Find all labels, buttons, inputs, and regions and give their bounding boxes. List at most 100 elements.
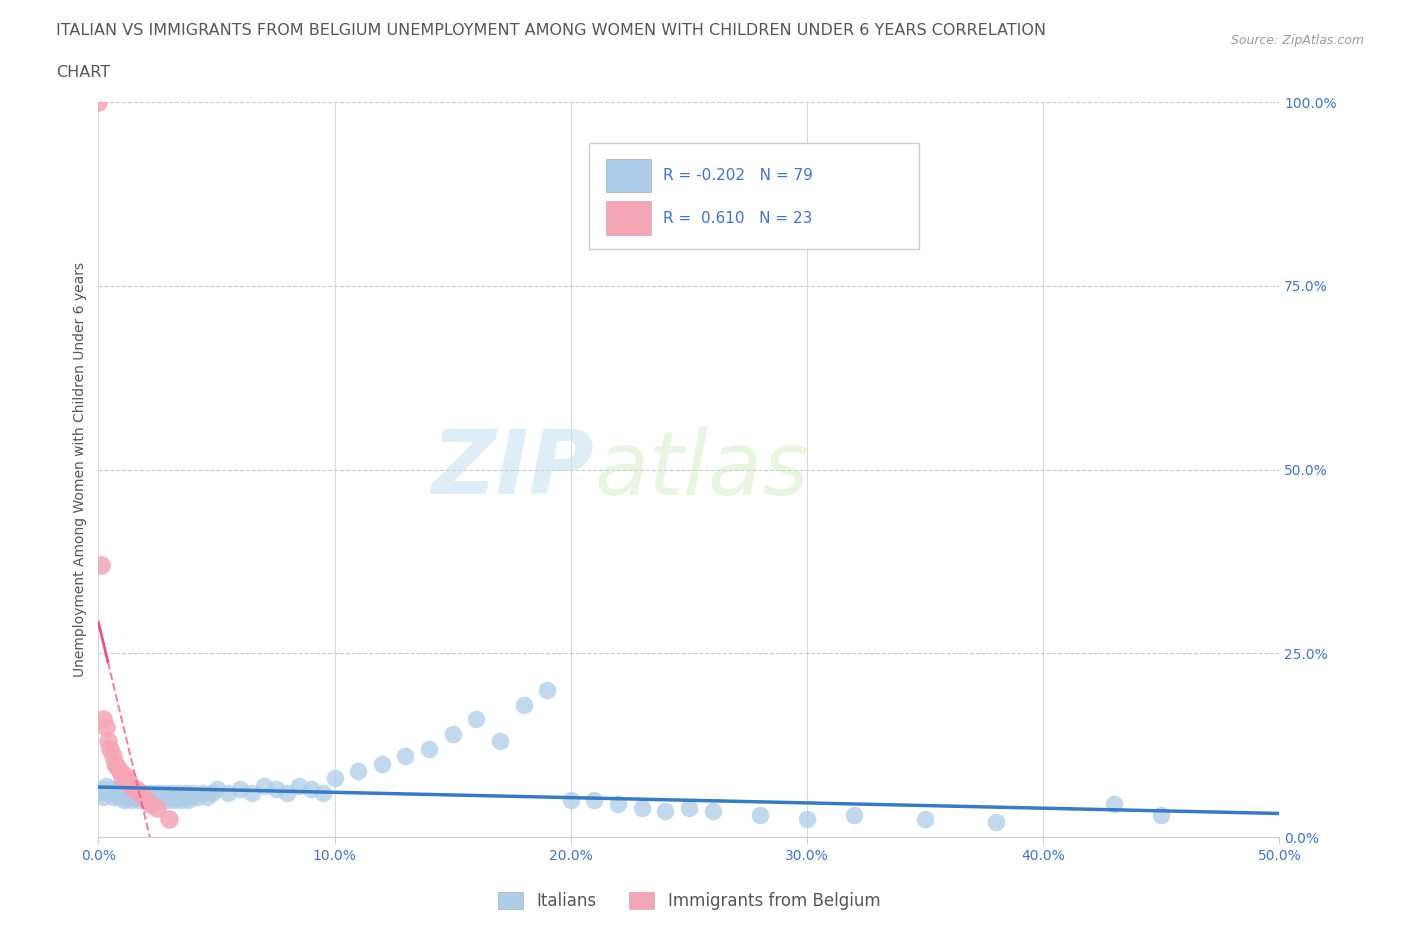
- Point: [418, 741, 440, 756]
- Point: [115, 790, 138, 804]
- Point: [94, 778, 117, 793]
- Point: [115, 771, 138, 786]
- Point: [160, 786, 183, 801]
- Point: [914, 811, 936, 826]
- Point: [394, 749, 416, 764]
- Point: [630, 800, 652, 815]
- Point: [153, 786, 176, 801]
- Point: [253, 778, 276, 793]
- Point: [118, 786, 141, 801]
- Point: [167, 786, 190, 801]
- Point: [229, 782, 252, 797]
- Text: Source: ZipAtlas.com: Source: ZipAtlas.com: [1230, 34, 1364, 47]
- Text: ITALIAN VS IMMIGRANTS FROM BELGIUM UNEMPLOYMENT AMONG WOMEN WITH CHILDREN UNDER : ITALIAN VS IMMIGRANTS FROM BELGIUM UNEMP…: [56, 23, 1046, 38]
- Point: [91, 790, 114, 804]
- Point: [121, 778, 143, 793]
- FancyBboxPatch shape: [606, 202, 651, 234]
- Point: [240, 786, 263, 801]
- Point: [104, 786, 127, 801]
- Point: [132, 786, 155, 801]
- Point: [105, 760, 128, 775]
- Point: [122, 790, 145, 804]
- Point: [163, 792, 186, 807]
- Point: [97, 734, 120, 749]
- Point: [187, 790, 209, 804]
- Point: [347, 764, 370, 778]
- Point: [560, 792, 582, 807]
- Point: [323, 771, 346, 786]
- Point: [98, 741, 121, 756]
- Point: [125, 786, 148, 801]
- Point: [94, 720, 117, 735]
- Point: [108, 764, 131, 778]
- Point: [156, 792, 179, 807]
- Point: [536, 683, 558, 698]
- Point: [217, 786, 239, 801]
- Text: R = -0.202   N = 79: R = -0.202 N = 79: [664, 168, 813, 183]
- Point: [121, 792, 143, 807]
- Point: [201, 786, 224, 801]
- Point: [195, 790, 218, 804]
- Point: [104, 756, 127, 771]
- Point: [157, 790, 180, 804]
- Point: [129, 790, 152, 804]
- Point: [128, 786, 150, 801]
- Point: [139, 796, 162, 811]
- Point: [143, 790, 166, 804]
- Point: [87, 95, 110, 110]
- Point: [165, 790, 187, 804]
- Point: [181, 786, 204, 801]
- Point: [112, 767, 135, 782]
- Point: [112, 792, 135, 807]
- Point: [146, 800, 169, 815]
- Point: [157, 811, 180, 826]
- Point: [172, 790, 194, 804]
- FancyBboxPatch shape: [606, 159, 651, 192]
- Y-axis label: Unemployment Among Women with Children Under 6 years: Unemployment Among Women with Children U…: [73, 262, 87, 677]
- Point: [101, 749, 124, 764]
- Point: [796, 811, 818, 826]
- Point: [489, 734, 512, 749]
- Point: [111, 786, 134, 801]
- Point: [135, 792, 157, 807]
- Text: R =  0.610   N = 23: R = 0.610 N = 23: [664, 211, 813, 226]
- Text: CHART: CHART: [56, 65, 110, 80]
- Text: atlas: atlas: [595, 427, 810, 512]
- Point: [136, 790, 159, 804]
- Point: [191, 786, 214, 801]
- Point: [135, 792, 157, 807]
- Text: ZIP: ZIP: [432, 426, 595, 513]
- Point: [607, 796, 630, 811]
- Point: [1150, 807, 1173, 822]
- Point: [748, 807, 770, 822]
- Point: [128, 792, 150, 807]
- Point: [122, 782, 145, 797]
- Point: [146, 786, 169, 801]
- Point: [139, 786, 162, 801]
- Point: [87, 786, 110, 801]
- Point: [101, 790, 124, 804]
- Point: [98, 782, 121, 797]
- Point: [441, 726, 464, 741]
- Point: [984, 815, 1007, 830]
- Point: [177, 792, 200, 807]
- FancyBboxPatch shape: [589, 142, 920, 249]
- Point: [844, 807, 866, 822]
- Point: [129, 786, 152, 801]
- Point: [142, 792, 165, 807]
- Legend: Italians, Immigrants from Belgium: Italians, Immigrants from Belgium: [491, 885, 887, 917]
- Point: [108, 790, 131, 804]
- Point: [371, 756, 394, 771]
- Point: [702, 804, 724, 818]
- Point: [90, 782, 112, 797]
- Point: [125, 782, 148, 797]
- Point: [170, 792, 193, 807]
- Point: [90, 558, 112, 573]
- Point: [205, 782, 228, 797]
- Point: [312, 786, 335, 801]
- Point: [678, 800, 700, 815]
- Point: [150, 790, 173, 804]
- Point: [149, 792, 172, 807]
- Point: [180, 790, 202, 804]
- Point: [105, 782, 128, 797]
